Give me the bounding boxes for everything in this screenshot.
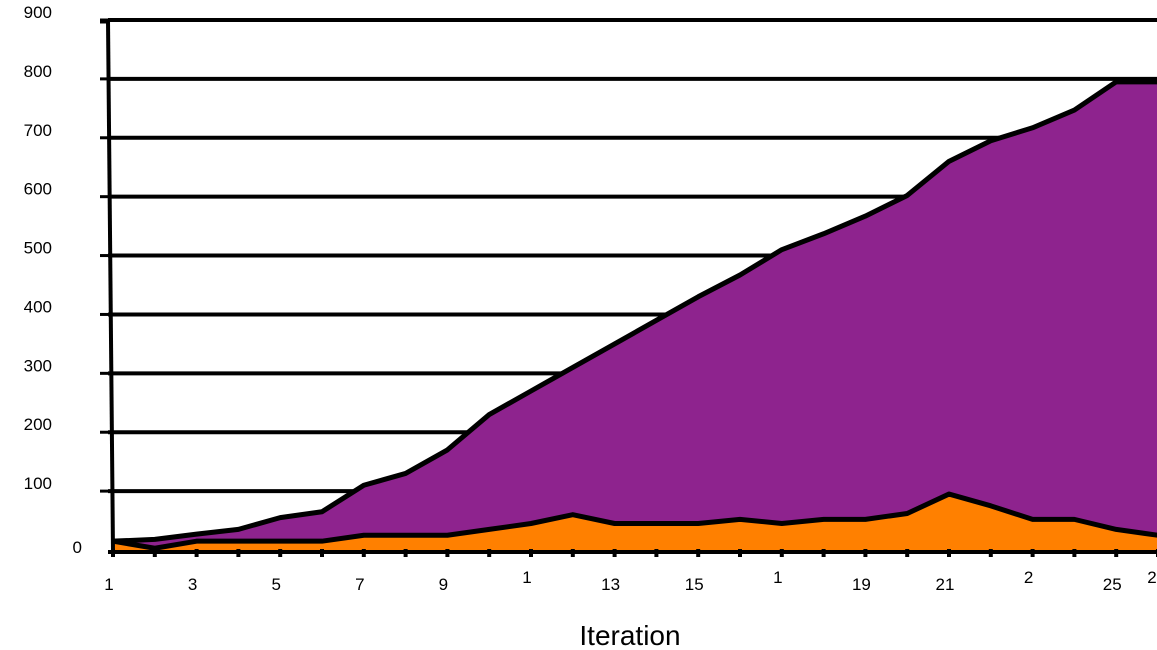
y-tick-label-800: 800	[24, 62, 52, 81]
series-line-2	[112, 79, 1157, 544]
y-tick-label-400: 400	[24, 297, 52, 316]
y-tick-label-0: 0	[73, 538, 82, 557]
x-tick-label-15: 15	[685, 575, 704, 594]
y-tick-label-300: 300	[24, 356, 52, 375]
y-tick-labels: 0 100 200 300 400 500 600 700 800 900	[24, 3, 82, 557]
x-tick-label-5: 5	[271, 575, 280, 594]
y-tick-label-200: 200	[24, 415, 52, 434]
x-tick-label-9: 9	[439, 575, 448, 594]
y-axis-line	[106, 19, 115, 553]
x-tick-labels: 1 3 5 7 9 1 13 15 1 19 21 2 25 2	[104, 568, 1156, 594]
x-axis-title: Iteration	[579, 620, 680, 650]
y-tick-label-900: 900	[24, 3, 52, 22]
x-tick-label-7: 7	[355, 575, 364, 594]
x-tick-label-1: 1	[104, 575, 113, 594]
axes	[100, 19, 1157, 557]
y-tick-label-700: 700	[24, 121, 52, 140]
x-tick-label-3: 3	[188, 575, 197, 594]
x-tick-label-19: 19	[852, 575, 871, 594]
x-tick-label-17: 1	[773, 568, 782, 587]
x-tick-label-23: 2	[1024, 568, 1033, 587]
x-tick-label-13: 13	[601, 575, 620, 594]
y-tick-label-600: 600	[24, 180, 52, 199]
y-tick-label-100: 100	[24, 474, 52, 493]
area-series-2	[113, 81, 1157, 549]
x-tick-label-11: 1	[522, 568, 531, 587]
x-tick-label-25: 25	[1103, 575, 1122, 594]
x-tick-label-21: 21	[936, 575, 955, 594]
series-lines	[112, 79, 1157, 551]
y-tick-label-500: 500	[24, 239, 52, 258]
series-line-1	[112, 491, 1157, 551]
x-tick-label-27: 2	[1147, 568, 1156, 587]
